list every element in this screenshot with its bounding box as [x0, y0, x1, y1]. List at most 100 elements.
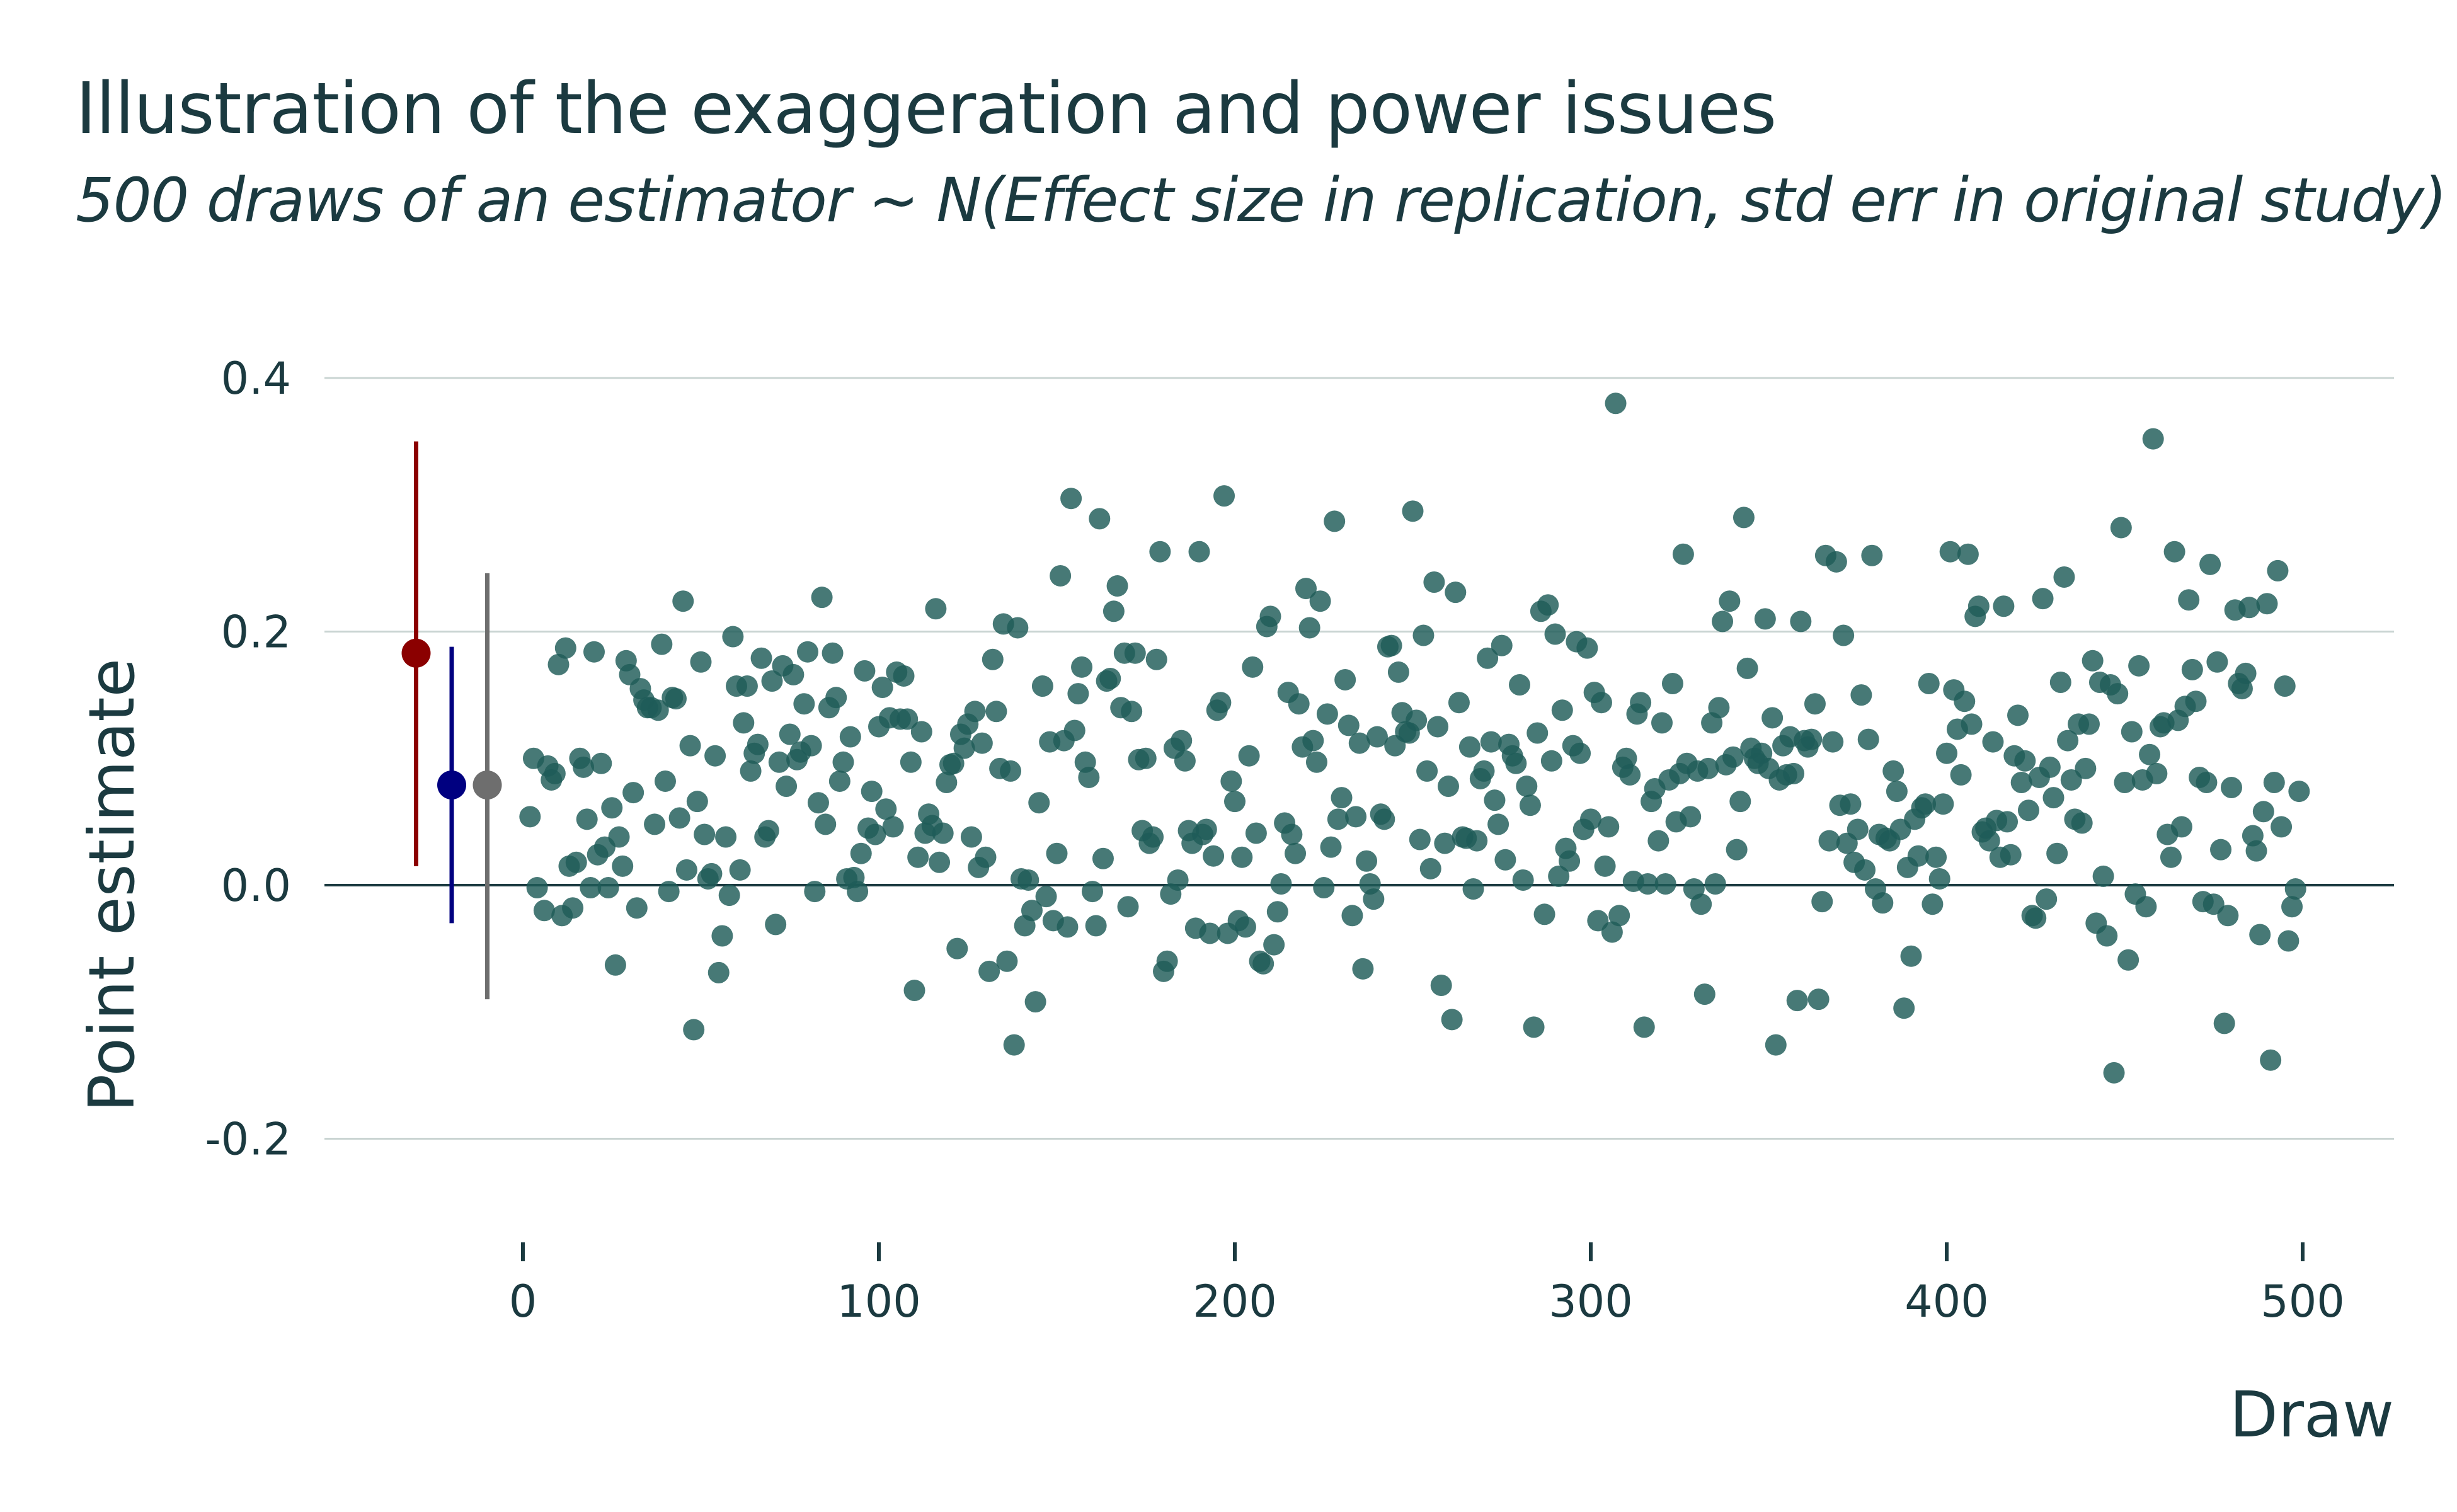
data-point — [2128, 655, 2150, 677]
data-point — [1071, 656, 1093, 678]
data-point — [1298, 617, 1320, 639]
data-point — [1063, 719, 1085, 742]
data-point — [1982, 731, 2004, 753]
data-point — [1085, 915, 1107, 937]
data-point — [1427, 716, 1449, 738]
data-point — [1220, 770, 1242, 792]
data-point — [1690, 893, 1712, 915]
data-point — [733, 712, 755, 734]
data-point — [1050, 564, 1072, 587]
data-point — [2256, 593, 2278, 615]
data-point — [544, 762, 566, 784]
data-point — [580, 877, 602, 899]
data-point — [679, 735, 701, 757]
data-point — [1409, 828, 1431, 850]
data-point — [1387, 661, 1409, 683]
data-point — [2235, 662, 2257, 684]
data-point — [547, 653, 570, 675]
data-point — [1430, 974, 1452, 996]
data-point — [1918, 673, 1940, 695]
data-point — [1509, 674, 1530, 696]
data-point — [1231, 846, 1253, 868]
data-point — [832, 751, 854, 773]
data-point — [1106, 575, 1128, 597]
data-point — [864, 823, 886, 845]
data-point — [1028, 792, 1050, 814]
data-point — [1320, 836, 1342, 858]
data-point — [1224, 791, 1246, 813]
data-point — [1786, 990, 1808, 1012]
data-point — [1099, 667, 1121, 689]
data-point — [1305, 751, 1327, 773]
data-point — [1736, 657, 1758, 679]
data-point — [1057, 916, 1079, 938]
data-point — [1907, 845, 1929, 867]
data-point — [2170, 816, 2192, 838]
data-point — [1637, 873, 1659, 895]
data-point — [576, 808, 598, 830]
data-point — [1954, 690, 1976, 713]
data-point — [2092, 865, 2114, 887]
data-point — [2263, 771, 2285, 793]
data-point — [825, 687, 847, 709]
data-point — [1854, 859, 1876, 881]
data-point — [804, 881, 826, 903]
data-point — [2075, 757, 2097, 779]
data-point — [903, 980, 925, 1002]
data-point — [1441, 1009, 1463, 1031]
data-point — [2163, 541, 2185, 563]
data-point — [1003, 1034, 1025, 1056]
data-point — [1519, 794, 1541, 816]
data-point — [1765, 1034, 1787, 1056]
data-point — [2213, 1012, 2235, 1034]
data-point — [1619, 764, 1641, 786]
data-point — [672, 590, 694, 612]
data-point — [1295, 578, 1317, 600]
data-point — [2277, 930, 2300, 952]
x-tick-label: 100 — [837, 1276, 921, 1327]
data-point — [807, 792, 829, 814]
data-point — [519, 806, 541, 828]
data-point — [1210, 692, 1232, 714]
data-point — [1900, 945, 1922, 967]
data-point — [1259, 605, 1281, 627]
data-point — [2217, 905, 2239, 927]
data-point — [718, 885, 740, 907]
data-point — [1957, 543, 1979, 565]
data-point — [2281, 896, 2303, 918]
data-point — [1925, 846, 1947, 868]
data-point — [1117, 896, 1139, 918]
data-point — [1680, 806, 1702, 828]
data-point — [2274, 675, 2296, 697]
data-point — [647, 699, 669, 721]
data-point — [929, 851, 951, 873]
data-point — [2139, 743, 2161, 765]
data-point — [982, 648, 1004, 670]
data-point — [694, 823, 716, 845]
data-point — [1380, 634, 1402, 656]
data-point — [1309, 590, 1331, 612]
data-point — [1551, 699, 1573, 721]
data-point — [683, 1019, 705, 1041]
data-point — [2096, 925, 2118, 947]
data-point — [936, 771, 958, 793]
data-point — [1462, 878, 1484, 900]
data-point — [1174, 750, 1196, 772]
data-point — [1203, 845, 1225, 867]
data-point — [1822, 731, 1844, 753]
data-point — [875, 798, 897, 820]
data-point — [1352, 958, 1374, 980]
data-point — [1886, 781, 1908, 803]
data-point — [1373, 808, 1395, 830]
data-point — [1569, 742, 1591, 764]
data-point — [2146, 762, 2168, 784]
data-point — [1266, 901, 1288, 923]
data-point — [701, 862, 723, 885]
data-point — [1288, 693, 1310, 715]
data-point — [1967, 595, 1990, 617]
data-point — [1847, 818, 1869, 840]
data-point — [1473, 760, 1495, 782]
data-point — [1922, 893, 1944, 915]
data-point — [1732, 507, 1755, 529]
data-point — [1704, 873, 1726, 895]
